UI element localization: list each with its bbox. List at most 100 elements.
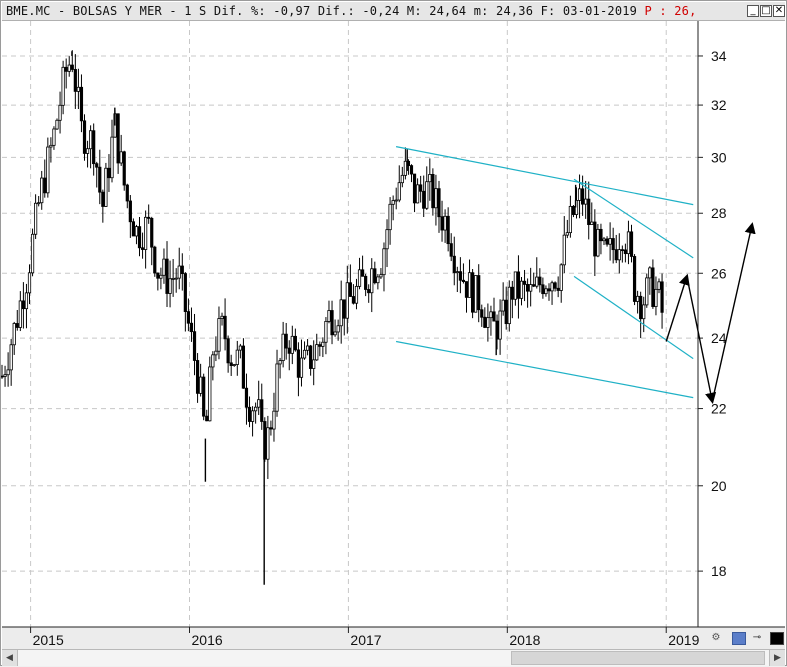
candle-body bbox=[559, 264, 563, 291]
candle-body bbox=[302, 349, 307, 359]
candle-body bbox=[532, 284, 536, 287]
close-button[interactable]: ✕ bbox=[773, 5, 785, 17]
candle-body bbox=[272, 410, 276, 430]
candle-body bbox=[617, 249, 621, 261]
candle-body bbox=[651, 267, 655, 307]
projection-arrow bbox=[711, 222, 756, 402]
candle-body bbox=[101, 191, 105, 207]
candle-body bbox=[348, 282, 352, 297]
candle-body bbox=[437, 188, 441, 218]
candle-body bbox=[318, 344, 322, 347]
candle-body bbox=[64, 66, 68, 72]
candle-body bbox=[645, 277, 649, 306]
candle-body bbox=[461, 279, 466, 282]
candle-body bbox=[269, 427, 273, 430]
candle-body bbox=[37, 202, 41, 205]
candle-body bbox=[321, 341, 325, 347]
candle-body bbox=[226, 338, 230, 364]
candle-body bbox=[15, 323, 19, 328]
candle-body bbox=[501, 299, 505, 312]
candle-body bbox=[541, 284, 545, 295]
candle-body bbox=[593, 221, 597, 257]
candle-body bbox=[565, 232, 569, 236]
candle-body bbox=[538, 276, 542, 286]
price-tick-label: 30 bbox=[711, 149, 727, 165]
candle-body bbox=[510, 286, 514, 300]
candle-body bbox=[92, 130, 96, 165]
candle-body bbox=[119, 151, 123, 164]
candle-body bbox=[474, 275, 478, 313]
candle-body bbox=[385, 229, 389, 250]
candle-body bbox=[232, 364, 236, 366]
candle-body bbox=[305, 345, 310, 351]
candle-body bbox=[345, 282, 349, 319]
candle-body bbox=[587, 198, 591, 225]
candle-body bbox=[400, 174, 404, 184]
candle-body bbox=[189, 322, 194, 333]
candle-body bbox=[412, 173, 417, 204]
price-tick-label: 28 bbox=[711, 205, 727, 221]
candle-body bbox=[180, 265, 184, 275]
candle-body bbox=[266, 427, 270, 460]
candle-body bbox=[208, 366, 212, 422]
candle-body bbox=[61, 66, 65, 106]
minimize-button[interactable]: _ bbox=[747, 5, 759, 17]
candle-body bbox=[584, 198, 588, 205]
candle-body bbox=[254, 406, 258, 412]
price-tick-label: 32 bbox=[711, 97, 727, 113]
candle-body bbox=[287, 347, 291, 354]
candle-body bbox=[330, 310, 334, 336]
candle-body bbox=[24, 292, 29, 310]
candle-body bbox=[397, 182, 401, 201]
candle-body bbox=[168, 278, 172, 294]
candle-body bbox=[6, 369, 10, 376]
candle-body bbox=[171, 277, 175, 280]
scroll-track[interactable] bbox=[18, 650, 769, 666]
candle-body bbox=[394, 199, 398, 202]
title-bar[interactable]: BME.MC - BOLSAS Y MER - 1 S Dif. %: -0,9… bbox=[2, 2, 785, 21]
candle-body bbox=[376, 276, 380, 284]
candle-body bbox=[217, 318, 221, 352]
candle-body bbox=[480, 309, 484, 318]
candle-body bbox=[312, 359, 316, 369]
candle-body bbox=[290, 335, 294, 354]
candle-body bbox=[107, 167, 111, 179]
candle-body bbox=[425, 181, 429, 209]
candle-body bbox=[281, 333, 285, 362]
title-main: BME.MC - BOLSAS Y MER - 1 S Dif. %: -0,9… bbox=[6, 4, 638, 18]
candle-body bbox=[599, 228, 603, 242]
candle-body bbox=[629, 231, 634, 257]
candle-body bbox=[70, 64, 74, 70]
candle-body bbox=[144, 216, 148, 250]
candle-body bbox=[174, 277, 178, 280]
candle-body bbox=[223, 315, 227, 340]
scroll-thumb[interactable] bbox=[511, 651, 765, 665]
candle-body bbox=[278, 360, 282, 365]
candle-body bbox=[360, 269, 365, 277]
candle-body bbox=[3, 374, 7, 377]
candle-body bbox=[486, 317, 490, 328]
restore-button[interactable]: □ bbox=[760, 5, 772, 17]
candle-body bbox=[614, 249, 618, 261]
color-box-icon[interactable] bbox=[770, 632, 784, 645]
candle-body bbox=[76, 86, 80, 92]
candle-body bbox=[125, 184, 129, 202]
price-axis-panel bbox=[698, 21, 786, 627]
candle-body bbox=[547, 288, 551, 292]
candle-body bbox=[131, 221, 136, 237]
scroll-left-arrow-icon[interactable]: ◀ bbox=[2, 650, 18, 666]
pin-icon[interactable]: ⊸ bbox=[752, 632, 762, 643]
candle-body bbox=[388, 203, 392, 231]
scroll-right-arrow-icon[interactable]: ▶ bbox=[769, 650, 785, 666]
settings-icon[interactable]: ⚙ bbox=[711, 632, 721, 643]
candle-body bbox=[140, 247, 145, 250]
candle-body bbox=[422, 190, 426, 209]
candle-body bbox=[18, 300, 22, 328]
candle-body bbox=[471, 272, 475, 313]
candle-body bbox=[504, 299, 508, 325]
save-icon[interactable] bbox=[732, 632, 746, 645]
time-tick-label: 2018 bbox=[509, 632, 540, 648]
candle-body bbox=[67, 64, 71, 72]
horizontal-scrollbar[interactable]: ◀ ▶ bbox=[2, 649, 785, 666]
